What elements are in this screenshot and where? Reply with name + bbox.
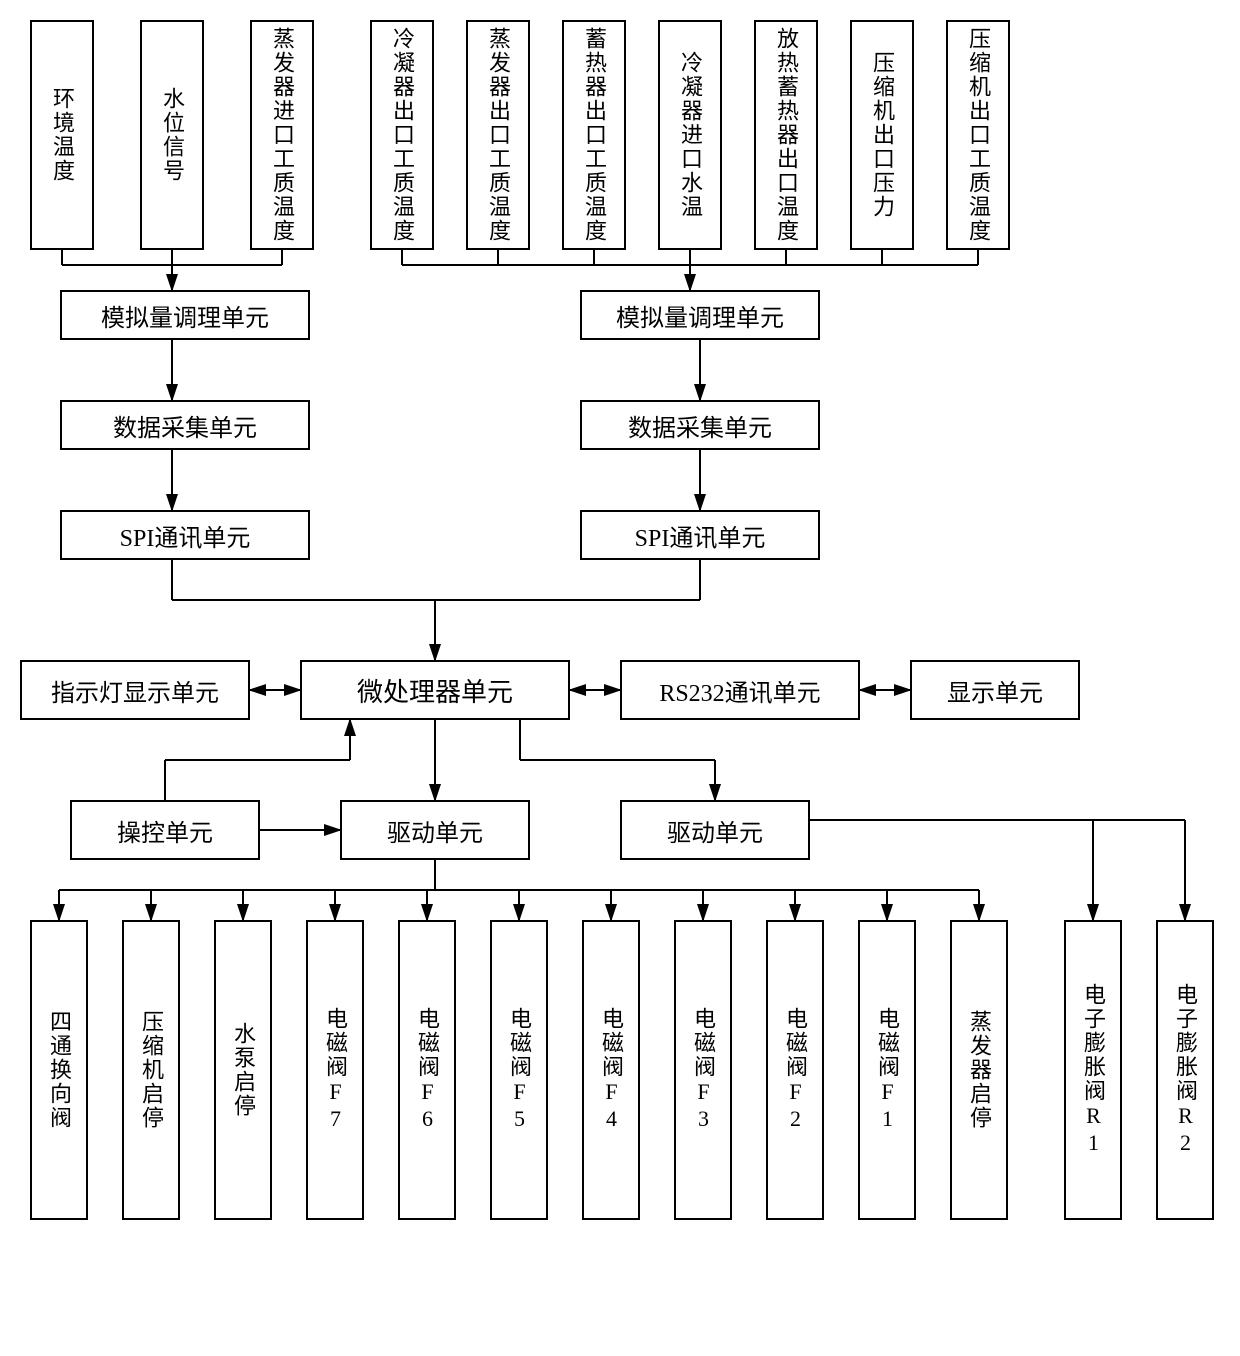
output-solenoid-f1: 电磁阀F1 (858, 920, 916, 1220)
label: 电磁阀F5 (503, 1007, 535, 1133)
output-solenoid-f4: 电磁阀F4 (582, 920, 640, 1220)
label: 操控单元 (117, 813, 213, 848)
data-acquire-right: 数据采集单元 (580, 400, 820, 450)
label: 数据采集单元 (113, 408, 257, 443)
label: 冷凝器进口水温 (674, 51, 706, 219)
label: 电磁阀F7 (319, 1007, 351, 1133)
output-solenoid-f6: 电磁阀F6 (398, 920, 456, 1220)
mcu-unit: 微处理器单元 (300, 660, 570, 720)
output-solenoid-f7: 电磁阀F7 (306, 920, 364, 1220)
output-evaporator-startstop: 蒸发器启停 (950, 920, 1008, 1220)
label: 电子膨胀阀R1 (1077, 983, 1109, 1157)
label: 指示灯显示单元 (51, 673, 219, 708)
output-pump-startstop: 水泵启停 (214, 920, 272, 1220)
label: 冷凝器出口工质温度 (386, 27, 418, 243)
spi-left: SPI通讯单元 (60, 510, 310, 560)
label: SPI通讯单元 (120, 518, 251, 553)
input-water-level: 水位信号 (140, 20, 204, 250)
label: 水泵启停 (227, 1022, 259, 1118)
label: 模拟量调理单元 (101, 298, 269, 333)
label: 蒸发器进口工质温度 (266, 27, 298, 243)
input-heat-release-outlet: 放热蓄热器出口温度 (754, 20, 818, 250)
label: 环境温度 (46, 87, 78, 183)
label: 电磁阀F6 (411, 1007, 443, 1133)
label: 显示单元 (947, 673, 1043, 708)
label: 驱动单元 (667, 813, 763, 848)
indicator-display-unit: 指示灯显示单元 (20, 660, 250, 720)
input-cond-inlet-water: 冷凝器进口水温 (658, 20, 722, 250)
label: 压缩机出口压力 (866, 51, 898, 219)
label: 电磁阀F3 (687, 1007, 719, 1133)
label: 驱动单元 (387, 813, 483, 848)
input-evap-outlet-temp: 蒸发器出口工质温度 (466, 20, 530, 250)
label: 蓄热器出口工质温度 (578, 27, 610, 243)
label: 四通换向阀 (43, 1010, 75, 1130)
output-compressor-startstop: 压缩机启停 (122, 920, 180, 1220)
input-compressor-outlet-temp: 压缩机出口工质温度 (946, 20, 1010, 250)
label: 蒸发器启停 (963, 1010, 995, 1130)
output-expansion-valve-r1: 电子膨胀阀R1 (1064, 920, 1122, 1220)
label: 微处理器单元 (357, 672, 513, 709)
analog-conditioning-left: 模拟量调理单元 (60, 290, 310, 340)
input-env-temp: 环境温度 (30, 20, 94, 250)
analog-conditioning-right: 模拟量调理单元 (580, 290, 820, 340)
input-evap-inlet-temp: 蒸发器进口工质温度 (250, 20, 314, 250)
rs232-unit: RS232通讯单元 (620, 660, 860, 720)
input-storage-outlet-temp: 蓄热器出口工质温度 (562, 20, 626, 250)
spi-right: SPI通讯单元 (580, 510, 820, 560)
label: 数据采集单元 (628, 408, 772, 443)
input-cond-outlet-temp: 冷凝器出口工质温度 (370, 20, 434, 250)
label: SPI通讯单元 (635, 518, 766, 553)
drive-unit-1: 驱动单元 (340, 800, 530, 860)
data-acquire-left: 数据采集单元 (60, 400, 310, 450)
output-solenoid-f5: 电磁阀F5 (490, 920, 548, 1220)
label: 压缩机启停 (135, 1010, 167, 1130)
input-compressor-outlet-pressure: 压缩机出口压力 (850, 20, 914, 250)
output-expansion-valve-r2: 电子膨胀阀R2 (1156, 920, 1214, 1220)
label: 电磁阀F1 (871, 1007, 903, 1133)
drive-unit-2: 驱动单元 (620, 800, 810, 860)
label: 压缩机出口工质温度 (962, 27, 994, 243)
label: 电磁阀F2 (779, 1007, 811, 1133)
output-solenoid-f3: 电磁阀F3 (674, 920, 732, 1220)
label: 蒸发器出口工质温度 (482, 27, 514, 243)
label: 模拟量调理单元 (616, 298, 784, 333)
display-unit: 显示单元 (910, 660, 1080, 720)
label: RS232通讯单元 (659, 673, 820, 708)
output-4way-valve: 四通换向阀 (30, 920, 88, 1220)
label: 电子膨胀阀R2 (1169, 983, 1201, 1157)
label: 放热蓄热器出口温度 (770, 27, 802, 243)
output-solenoid-f2: 电磁阀F2 (766, 920, 824, 1220)
label: 电磁阀F4 (595, 1007, 627, 1133)
control-unit: 操控单元 (70, 800, 260, 860)
label: 水位信号 (156, 87, 188, 183)
